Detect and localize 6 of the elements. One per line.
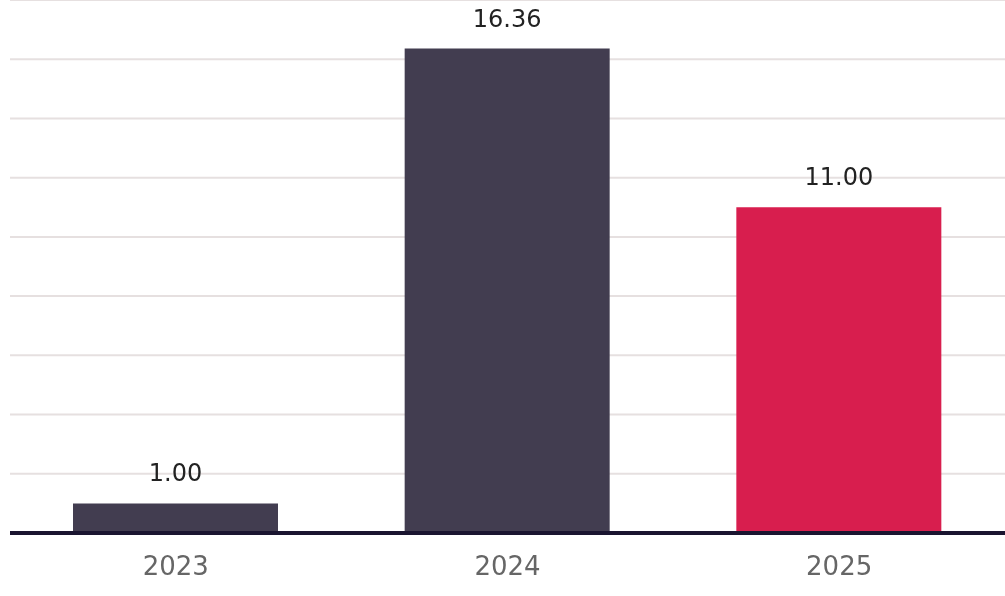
data-label: 1.00 (148, 459, 203, 488)
data-label: 16.36 (472, 4, 542, 33)
x-tick-label: 2023 (142, 551, 209, 582)
x-tick-label: 2024 (474, 551, 541, 582)
data-label: 11.00 (804, 163, 874, 192)
x-tick-label: 2025 (806, 551, 873, 582)
